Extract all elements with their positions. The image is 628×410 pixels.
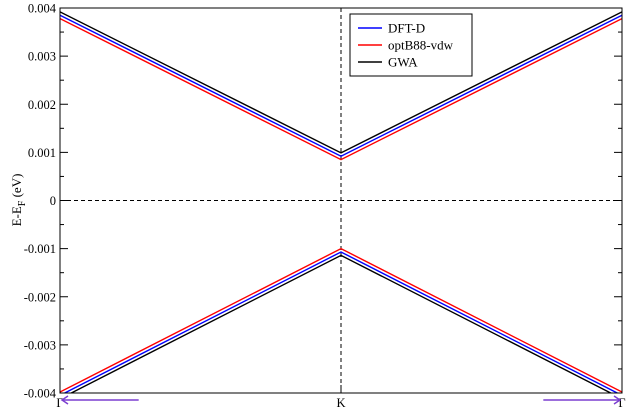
series-line-2-band-0	[60, 11, 622, 154]
y-tick-label: 0.002	[28, 98, 56, 112]
series-line-0-band-1	[63, 251, 619, 393]
path-arrow-head-1	[613, 395, 622, 405]
y-axis-label-unit: (eV)	[9, 174, 24, 198]
x-tick-label: Γ	[618, 396, 625, 410]
series-line-0-band-0	[60, 14, 622, 158]
y-axis: -0.004 -0.003 -0.002 -0.001 0 0.001 0.002 0.003…	[24, 2, 622, 401]
y-tick-label: -0.002	[24, 290, 56, 304]
legend-label: DFT-D	[388, 21, 425, 36]
series-layer	[60, 11, 622, 393]
series-line-1-band-0	[60, 17, 622, 161]
legend-label: optB88-vdw	[388, 38, 454, 53]
series-line-1-band-1	[60, 247, 622, 393]
x-tick-label: K	[336, 396, 345, 410]
legend-label: GWA	[388, 55, 418, 70]
x-tick-label: Γ	[56, 396, 63, 410]
y-tick-label: 0.004	[28, 2, 57, 16]
reference-lines	[60, 8, 622, 393]
series-line-2-band-1	[69, 254, 613, 393]
y-axis-label: E-EF (eV)	[9, 174, 28, 227]
y-tick-label: 0.003	[28, 50, 56, 64]
y-tick-label: -0.004	[24, 387, 57, 401]
y-axis-label-main: E-E	[9, 206, 24, 226]
y-tick-label: -0.001	[24, 242, 56, 256]
path-arrow-head-0	[60, 395, 69, 405]
legend: DFT-D optB88-vdw GWA	[349, 13, 473, 77]
path-arrows	[60, 395, 622, 405]
y-tick-label: 0	[50, 194, 56, 208]
y-tick-label: -0.003	[24, 338, 56, 352]
y-axis-label-subscript: F	[17, 200, 28, 206]
y-tick-label: 0.001	[28, 146, 56, 160]
